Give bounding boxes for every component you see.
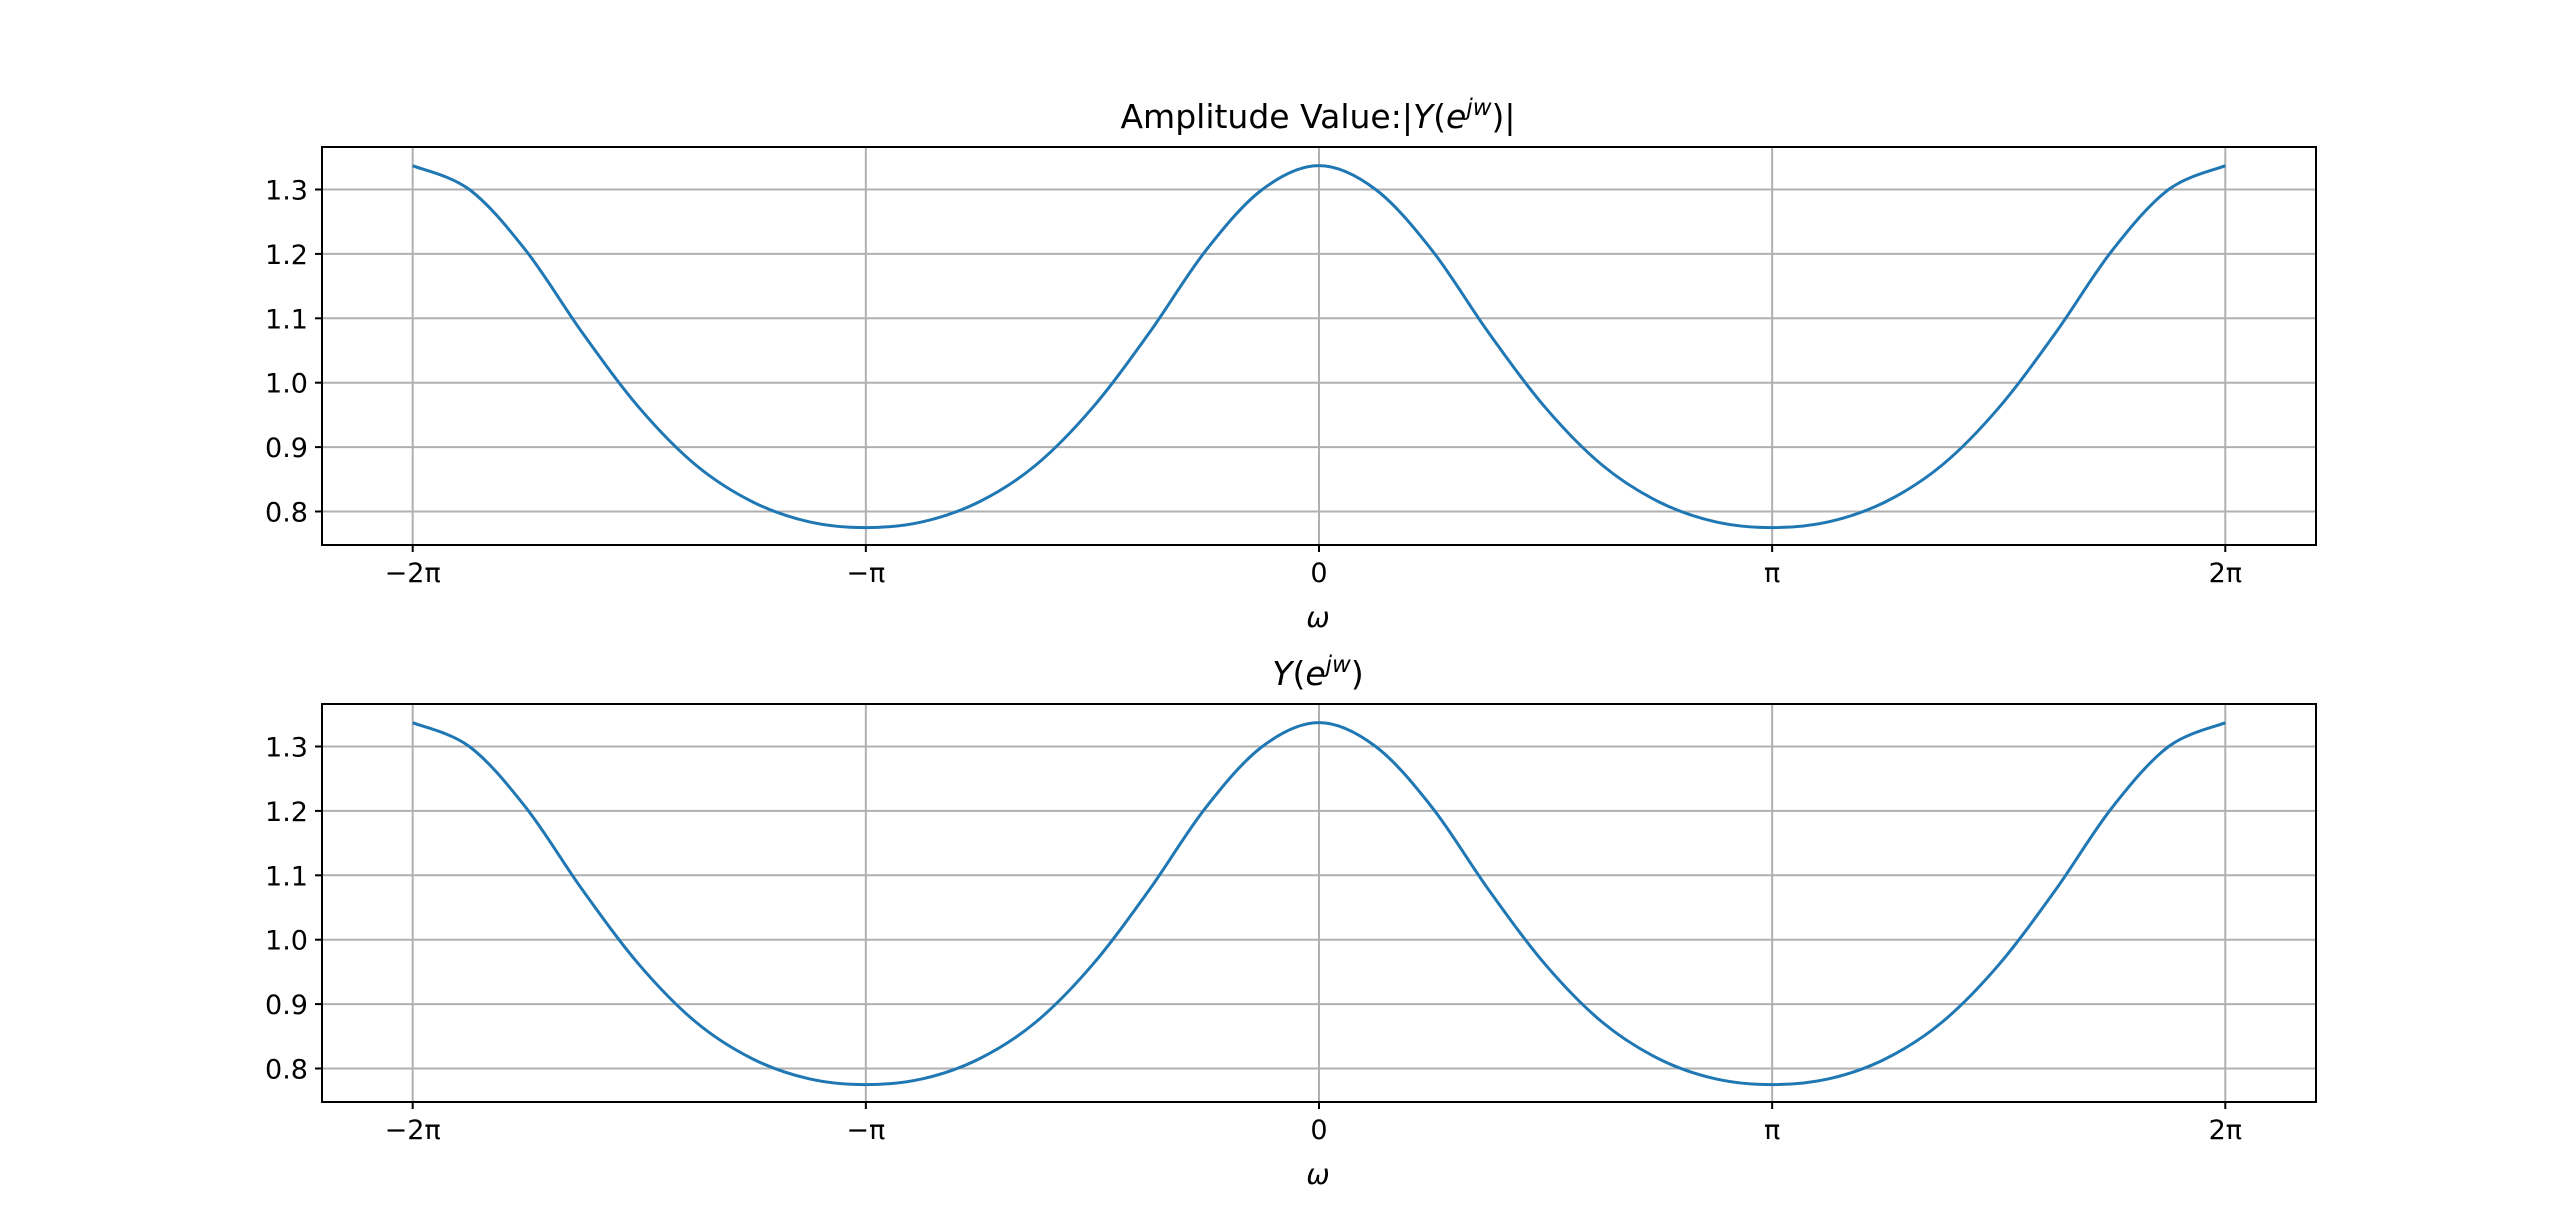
x-tick-label: −2π bbox=[385, 558, 441, 589]
y-tick-label: 1.1 bbox=[265, 861, 308, 892]
grid bbox=[322, 704, 2316, 1102]
y-tick-label: 0.9 bbox=[265, 433, 308, 464]
x-tick-label: −π bbox=[846, 558, 885, 589]
tick-group: −2π −π 0 π 2π 0.8 0.9 1.0 1.1 1.2 1.3 bbox=[265, 733, 2242, 1146]
series-line bbox=[412, 164, 2226, 530]
y-tick-label: 1.2 bbox=[265, 797, 308, 828]
series-group bbox=[412, 164, 2226, 530]
y-tick-label: 0.9 bbox=[265, 990, 308, 1021]
x-axis-label: ω bbox=[1306, 601, 1329, 634]
subplot-amplitude-title: Amplitude Value:|Y(ejw)| bbox=[1120, 95, 1515, 136]
subplot-amplitude: Amplitude Value:|Y(ejw)| −2π −π 0 π 2π 0.8 0.9… bbox=[265, 95, 2317, 634]
y-tick-label: 0.8 bbox=[265, 1055, 308, 1086]
x-tick-label: −2π bbox=[385, 1115, 441, 1146]
x-tick-label: 2π bbox=[2209, 1115, 2242, 1146]
series-line bbox=[412, 721, 2226, 1087]
subplot-spectrum: Y(ejw) −2π −π 0 π 2π 0.8 0.9 1.0 1.1 1.2 1.3 ω bbox=[265, 652, 2317, 1191]
x-tick-label: π bbox=[1764, 558, 1780, 589]
x-tick-label: −π bbox=[846, 1115, 885, 1146]
y-tick-label: 1.0 bbox=[265, 369, 308, 400]
series-group bbox=[412, 721, 2226, 1087]
x-tick-label: 0 bbox=[1310, 558, 1327, 589]
y-tick-label: 1.3 bbox=[265, 733, 308, 764]
y-tick-label: 1.0 bbox=[265, 926, 308, 957]
x-axis-label: ω bbox=[1306, 1158, 1329, 1191]
y-tick-label: 1.1 bbox=[265, 304, 308, 335]
y-tick-label: 1.2 bbox=[265, 240, 308, 271]
y-tick-label: 1.3 bbox=[265, 176, 308, 207]
x-tick-label: 2π bbox=[2209, 558, 2242, 589]
grid bbox=[322, 147, 2316, 545]
x-tick-label: π bbox=[1764, 1115, 1780, 1146]
x-tick-label: 0 bbox=[1310, 1115, 1327, 1146]
tick-group: −2π −π 0 π 2π 0.8 0.9 1.0 1.1 1.2 1.3 bbox=[265, 176, 2242, 589]
y-tick-label: 0.8 bbox=[265, 498, 308, 529]
subplot-spectrum-title: Y(ejw) bbox=[1272, 652, 1363, 693]
